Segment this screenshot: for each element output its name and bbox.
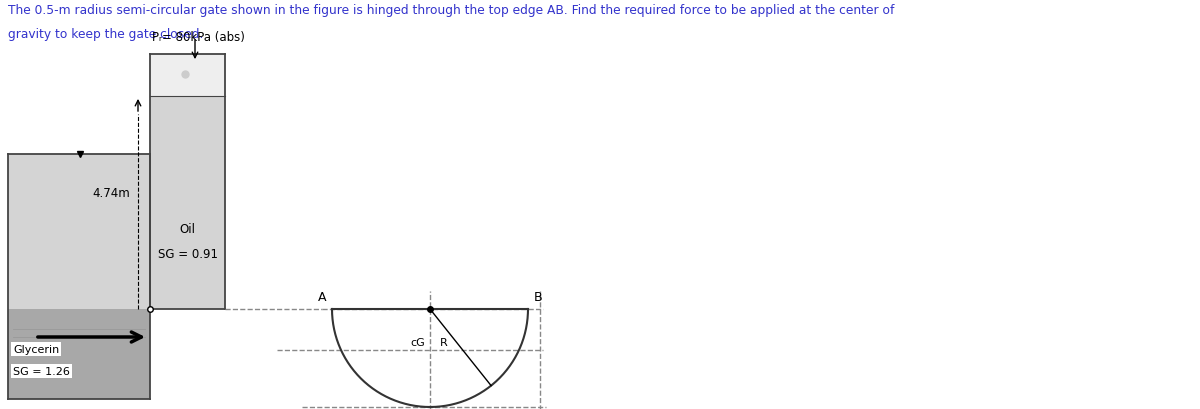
Text: Oil: Oil <box>180 223 196 236</box>
Text: A: A <box>318 290 326 303</box>
Text: gravity to keep the gate closed.: gravity to keep the gate closed. <box>8 28 203 41</box>
Text: 4.74m: 4.74m <box>92 187 130 200</box>
Polygon shape <box>8 309 150 399</box>
Text: SG = 0.91: SG = 0.91 <box>157 248 217 261</box>
Polygon shape <box>8 155 150 309</box>
Text: Pᵣ= 80kPa (abs): Pᵣ= 80kPa (abs) <box>152 31 245 45</box>
Text: The 0.5-m radius semi-circular gate shown in the figure is hinged through the to: The 0.5-m radius semi-circular gate show… <box>8 4 894 17</box>
Text: cG: cG <box>410 337 425 347</box>
Polygon shape <box>150 55 226 97</box>
Text: R: R <box>440 337 448 347</box>
Text: SG = 1.26: SG = 1.26 <box>13 366 70 376</box>
Text: B: B <box>534 290 542 303</box>
Text: Glycerin: Glycerin <box>13 344 59 354</box>
Polygon shape <box>150 97 226 309</box>
